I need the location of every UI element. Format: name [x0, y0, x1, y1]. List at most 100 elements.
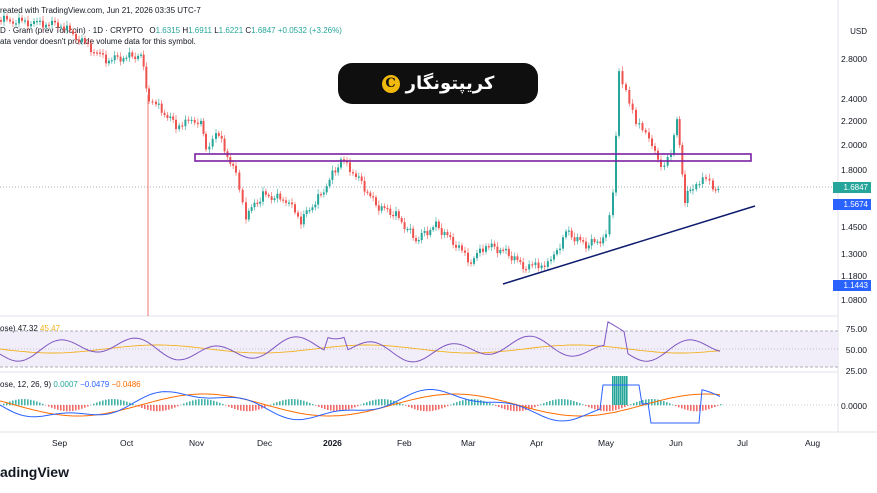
- candle-body: [276, 193, 279, 199]
- macd-hist-bar: [534, 405, 536, 408]
- macd-hist-bar: [516, 405, 518, 412]
- candle-body: [279, 193, 282, 200]
- macd-hist-bar: [18, 399, 20, 406]
- rsi-legend[interactable]: ose) 47.32 45.47: [0, 324, 60, 334]
- currency-label[interactable]: USD: [850, 27, 867, 36]
- macd-hist-bar: [543, 403, 545, 406]
- candle-body: [496, 246, 499, 254]
- candle-body: [708, 178, 711, 181]
- month-label: Mar: [461, 438, 476, 448]
- candle-body: [567, 230, 570, 232]
- price-tick: 1.4500: [841, 222, 867, 232]
- candle-body: [654, 146, 656, 151]
- candle-body: [570, 230, 573, 238]
- candle-body: [151, 101, 154, 103]
- macd-hist-bar: [489, 403, 491, 406]
- macd-hist-bar: [177, 405, 179, 407]
- candle-body: [698, 183, 701, 186]
- macd-hist-bar: [210, 399, 212, 406]
- candle-body: [220, 135, 223, 139]
- candle-body: [253, 202, 256, 208]
- candle-body: [608, 215, 611, 235]
- candle-body: [670, 154, 672, 157]
- candle-body: [181, 125, 184, 127]
- macd-hist-bar: [261, 405, 263, 409]
- candle-body: [184, 119, 187, 127]
- macd-hist-bar: [360, 404, 362, 406]
- candle-body: [660, 159, 662, 167]
- macd-legend[interactable]: ose, 12, 26, 9) 0.0007 −0.0479 −0.0486: [0, 380, 141, 390]
- price-tick: 2.0000: [841, 140, 867, 150]
- macd-hist-bar: [6, 402, 8, 406]
- candle-body: [311, 207, 314, 211]
- candle-body: [322, 192, 325, 195]
- candle-body: [355, 173, 357, 177]
- macd-hist-bar: [195, 399, 197, 406]
- resistance-zone[interactable]: [194, 153, 752, 162]
- watermark-badge: C کریپتونگار: [338, 63, 538, 104]
- macd-hist-bar: [423, 405, 425, 412]
- candle-body: [317, 194, 320, 205]
- watermark-text: کریپتونگار: [405, 73, 495, 94]
- candle-body: [297, 212, 299, 217]
- candlestick-series[interactable]: [0, 10, 720, 316]
- macd-hist-bar: [300, 399, 302, 406]
- macd-hist-bar: [126, 401, 128, 406]
- macd-hist-bar: [198, 399, 200, 406]
- rsi-ma-value: 45.47: [40, 324, 61, 333]
- candle-body: [705, 177, 707, 179]
- price-tick: 1.3000: [841, 249, 867, 259]
- price-tick: 2.8000: [841, 54, 867, 64]
- candle-body: [155, 101, 157, 105]
- candle-body: [420, 232, 423, 240]
- macd-hist-bar: [366, 402, 368, 406]
- candle-body: [110, 60, 113, 62]
- candle-body: [262, 191, 264, 202]
- macd-hist-bar: [462, 400, 464, 406]
- macd-hist-bar: [621, 405, 623, 409]
- tradingview-brand[interactable]: adingView: [0, 464, 69, 480]
- macd-hist-bar: [696, 405, 698, 412]
- macd-hist-bar: [702, 405, 704, 411]
- candle-body: [200, 120, 202, 125]
- macd-hist-bar: [369, 401, 371, 406]
- macd-hist-bar: [294, 399, 296, 406]
- symbol-name[interactable]: D · Gram (prev Toncoin) · 1D · CRYPTO: [0, 26, 144, 35]
- ascending-trendline[interactable]: [502, 205, 756, 285]
- macd-hist-bar: [12, 400, 14, 406]
- macd-hist-bar: [144, 405, 146, 409]
- candle-body: [166, 114, 169, 118]
- rsi-tick: 25.00: [845, 366, 867, 376]
- macd-hist-bar: [616, 376, 618, 405]
- candle-body: [553, 254, 555, 260]
- candle-body: [510, 255, 513, 261]
- candle-body: [366, 191, 369, 193]
- macd-hist-bar: [414, 405, 416, 410]
- macd-hist-bar: [705, 405, 707, 411]
- month-label: Feb: [397, 438, 412, 448]
- candle-body: [75, 34, 77, 40]
- macd-hist-bar: [231, 405, 233, 408]
- macd-hist-bar: [684, 405, 686, 410]
- macd-hist-bar: [636, 401, 638, 406]
- ohlc-close-label: C: [245, 26, 252, 35]
- macd-hist-bar: [246, 405, 248, 412]
- macd-hist-bar: [87, 405, 89, 407]
- candle-body: [676, 119, 678, 136]
- candle-body: [443, 232, 446, 235]
- candle-body: [657, 150, 659, 160]
- candle-body: [437, 221, 440, 229]
- candle-body: [259, 201, 262, 204]
- candle-body: [559, 248, 561, 251]
- macd-hist-bar: [435, 405, 437, 411]
- candle-body: [485, 246, 487, 252]
- macd-hist-bar: [36, 401, 38, 406]
- macd-hist-bar: [561, 399, 563, 406]
- candle-body: [116, 55, 119, 57]
- candle-body: [346, 161, 348, 163]
- candle-body: [352, 172, 354, 174]
- candle-body: [476, 253, 478, 259]
- candle-body: [482, 248, 484, 252]
- candle-body: [193, 119, 196, 123]
